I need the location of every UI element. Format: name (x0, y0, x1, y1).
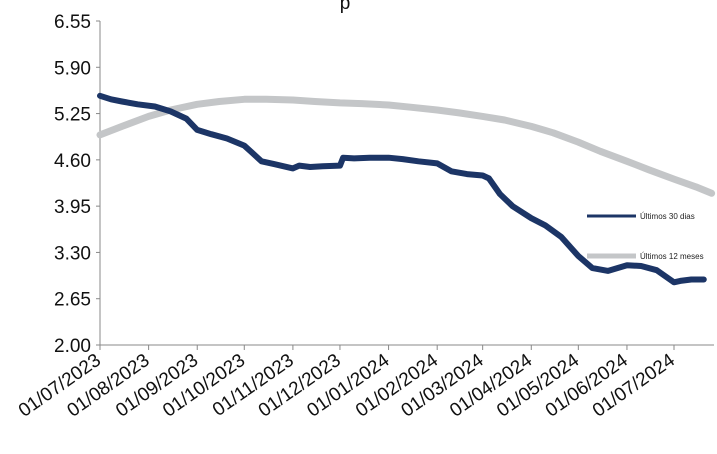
series-line-2 (96, 95, 716, 197)
y-tick-label: 2.00 (54, 336, 91, 357)
legend-label-2: Últimos 12 meses (640, 252, 704, 261)
y-tick-label: 2.65 (54, 290, 91, 311)
legend: Últimos 30 dias Últimos 12 meses (587, 212, 704, 261)
y-tick-label: 5.90 (54, 58, 91, 79)
y-tick-label: 6.55 (54, 12, 91, 33)
y-axis-ticks: 6.55 5.90 5.25 4.60 3.95 3.30 2.65 2.00 (54, 12, 100, 357)
y-tick-label: 4.60 (54, 151, 91, 172)
chart-title: p (340, 0, 351, 14)
y-tick-label: 3.30 (54, 243, 91, 264)
legend-label-1: Últimos 30 dias (640, 212, 695, 221)
y-tick-label: 3.95 (54, 197, 91, 218)
series-line-1 (97, 92, 707, 286)
series-lines (96, 92, 716, 286)
x-axis-ticks: 01/07/202301/08/202301/09/202301/10/2023… (15, 345, 679, 422)
y-tick-label: 5.25 (54, 105, 91, 126)
